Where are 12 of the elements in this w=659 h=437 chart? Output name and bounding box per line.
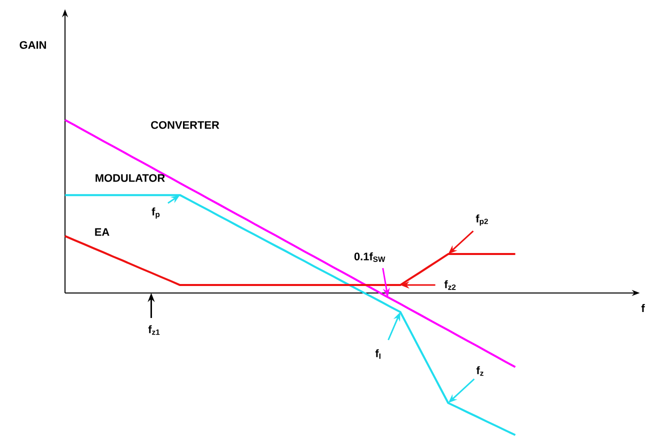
- annotation: f$_{p2}$: [476, 214, 488, 226]
- annotation: f$_{z2}$: [444, 280, 456, 290]
- annotation: f$_{I}$: [375, 349, 380, 359]
- annotation: f$_{z1}$: [148, 325, 160, 335]
- annotation: f$_{z}$: [476, 366, 484, 376]
- text: GAIN: [20, 41, 46, 49]
- annotation: CONVERTER: [151, 121, 220, 129]
- annotation: MODULATOR: [96, 174, 165, 182]
- annotation: f$_{p}$: [152, 207, 160, 219]
- annotation: EA: [95, 228, 110, 236]
- annotation: 0.1f$_{SW}$: [354, 252, 386, 262]
- text: f: [641, 304, 645, 312]
